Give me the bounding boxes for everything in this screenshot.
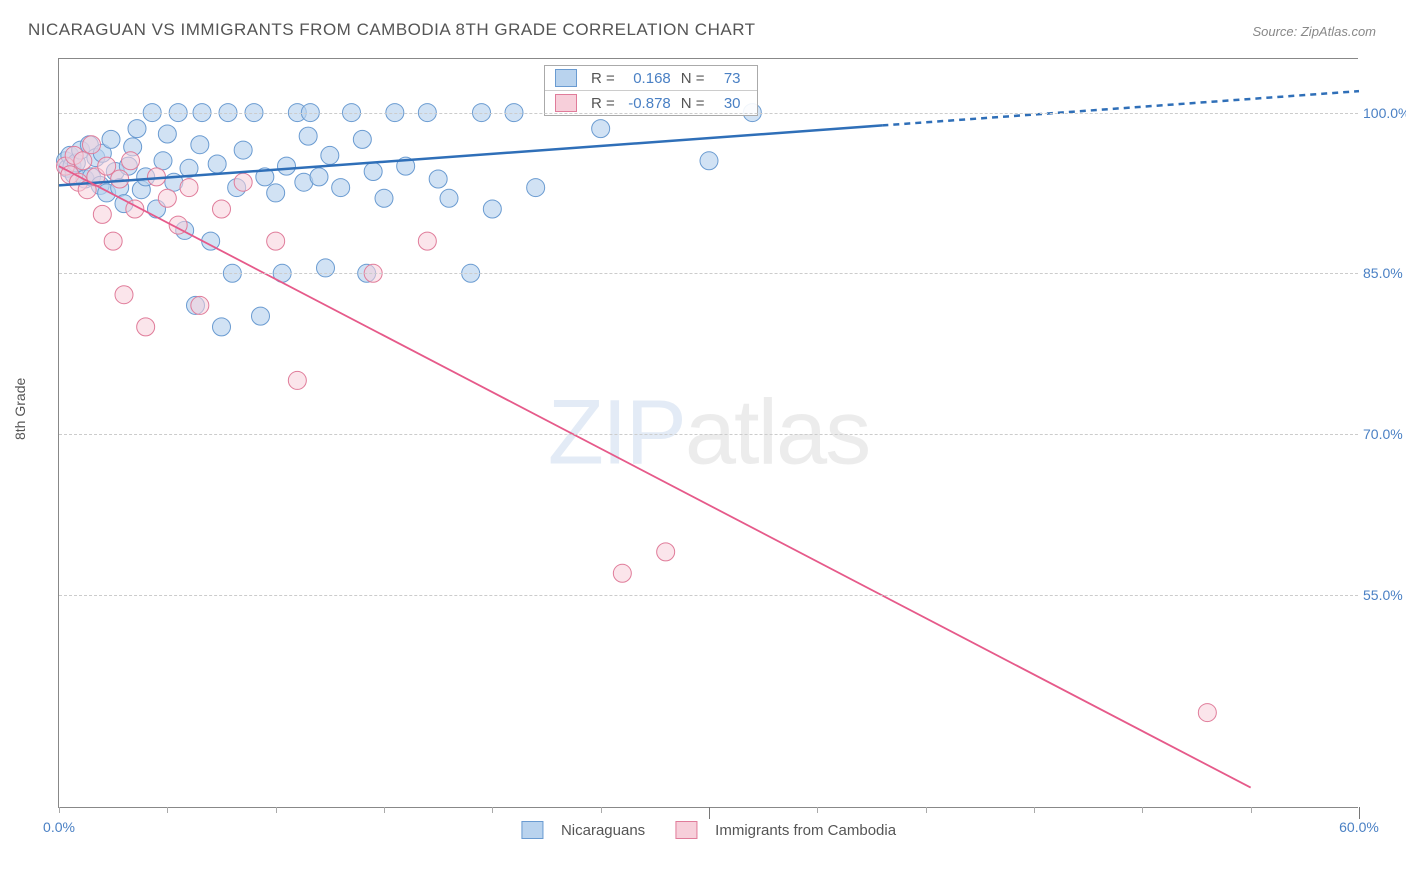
scatter-point (191, 136, 209, 154)
trend-line (59, 166, 1251, 787)
scatter-point (278, 157, 296, 175)
scatter-point (213, 200, 231, 218)
y-tick-label: 100.0% (1363, 105, 1406, 121)
y-tick-label: 85.0% (1363, 265, 1406, 281)
stats-legend-box: R = 0.168 N = 73 R = -0.878 N = 30 (544, 65, 758, 116)
legend-swatch-cambodia (675, 821, 697, 839)
y-tick-label: 70.0% (1363, 426, 1406, 442)
scatter-point (252, 307, 270, 325)
scatter-point (104, 232, 122, 250)
stats-row-cambodia: R = -0.878 N = 30 (545, 90, 757, 115)
x-tick (601, 807, 602, 813)
scatter-point (213, 318, 231, 336)
chart-title: NICARAGUAN VS IMMIGRANTS FROM CAMBODIA 8… (28, 20, 756, 40)
chart-svg (59, 59, 1358, 807)
scatter-point (288, 371, 306, 389)
legend-swatch-nicaraguans (521, 821, 543, 839)
scatter-point (267, 232, 285, 250)
scatter-point (418, 232, 436, 250)
legend-label-cambodia: Immigrants from Cambodia (715, 822, 896, 839)
scatter-point (74, 152, 92, 170)
x-tick (1251, 807, 1252, 813)
x-tick (59, 807, 60, 813)
scatter-point (158, 125, 176, 143)
legend-item-cambodia: Immigrants from Cambodia (675, 821, 896, 839)
scatter-point (1198, 704, 1216, 722)
legend-item-nicaraguans: Nicaraguans (521, 821, 645, 839)
x-tick-label: 0.0% (43, 819, 75, 835)
scatter-point (657, 543, 675, 561)
scatter-point (234, 173, 252, 191)
scatter-point (191, 296, 209, 314)
legend-label-nicaraguans: Nicaraguans (561, 822, 645, 839)
trend-line (59, 125, 882, 185)
scatter-point (122, 152, 140, 170)
source-attribution: Source: ZipAtlas.com (1252, 24, 1376, 39)
r-value-nicaraguans: 0.168 (621, 70, 671, 87)
n-label: N = (681, 95, 705, 112)
scatter-point (321, 146, 339, 164)
scatter-point (299, 127, 317, 145)
scatter-point (613, 564, 631, 582)
x-tick (384, 807, 385, 813)
r-label: R = (591, 70, 615, 87)
scatter-point (83, 136, 101, 154)
gridline-h (59, 434, 1358, 435)
x-tick (926, 807, 927, 813)
scatter-point (137, 318, 155, 336)
scatter-point (128, 120, 146, 138)
scatter-point (154, 152, 172, 170)
stats-row-nicaraguans: R = 0.168 N = 73 (545, 66, 757, 90)
scatter-point (111, 170, 129, 188)
x-tick (276, 807, 277, 813)
x-tick-label: 60.0% (1339, 819, 1379, 835)
scatter-point (115, 286, 133, 304)
scatter-point (234, 141, 252, 159)
scatter-point (332, 179, 350, 197)
trend-line-extrapolated (882, 91, 1359, 125)
scatter-point (700, 152, 718, 170)
r-value-cambodia: -0.878 (621, 95, 671, 112)
scatter-point (158, 189, 176, 207)
swatch-nicaraguans (555, 69, 577, 87)
scatter-point (353, 130, 371, 148)
n-value-nicaraguans: 73 (711, 70, 741, 87)
scatter-point (592, 120, 610, 138)
scatter-point (429, 170, 447, 188)
swatch-cambodia (555, 94, 577, 112)
gridline-h (59, 273, 1358, 274)
x-tick (1034, 807, 1035, 813)
scatter-point (310, 168, 328, 186)
scatter-point (483, 200, 501, 218)
x-tick (1142, 807, 1143, 813)
scatter-point (102, 130, 120, 148)
n-label: N = (681, 70, 705, 87)
scatter-point (527, 179, 545, 197)
scatter-point (267, 184, 285, 202)
scatter-point (208, 155, 226, 173)
scatter-point (440, 189, 458, 207)
r-label: R = (591, 95, 615, 112)
y-axis-label: 8th Grade (12, 378, 28, 440)
x-tick (817, 807, 818, 813)
y-tick-label: 55.0% (1363, 587, 1406, 603)
gridline-h (59, 595, 1358, 596)
scatter-point (364, 163, 382, 181)
x-tick (709, 807, 710, 819)
gridline-h (59, 113, 1358, 114)
scatter-point (375, 189, 393, 207)
n-value-cambodia: 30 (711, 95, 741, 112)
scatter-point (180, 179, 198, 197)
x-tick (492, 807, 493, 813)
bottom-legend: Nicaraguans Immigrants from Cambodia (521, 821, 896, 839)
scatter-point (93, 205, 111, 223)
x-tick (167, 807, 168, 813)
chart-plot-area: ZIPatlas R = 0.168 N = 73 R = -0.878 N =… (58, 58, 1358, 808)
x-tick (1359, 807, 1360, 819)
